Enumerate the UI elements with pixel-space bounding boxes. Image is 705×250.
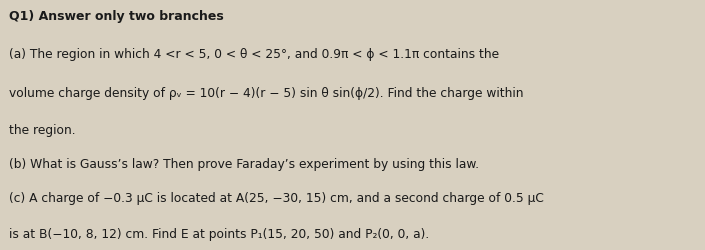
Text: the region.: the region. [9,123,76,136]
Text: (b) What is Gauss’s law? Then prove Faraday’s experiment by using this law.: (b) What is Gauss’s law? Then prove Fara… [9,157,479,170]
Text: Q1) Answer only two branches: Q1) Answer only two branches [9,10,224,22]
Text: (a) The region in which 4 <r < 5, 0 < θ < 25°, and 0.9π < ϕ < 1.1π contains the: (a) The region in which 4 <r < 5, 0 < θ … [9,48,499,61]
Text: (c) A charge of −0.3 μC is located at A(25, −30, 15) cm, and a second charge of : (c) A charge of −0.3 μC is located at A(… [9,191,544,204]
Text: volume charge density of ρᵥ = 10(r − 4)(r − 5) sin θ sin(ϕ/2). Find the charge w: volume charge density of ρᵥ = 10(r − 4)(… [9,87,524,100]
Text: is at B(−10, 8, 12) cm. Find E at points P₁(15, 20, 50) and P₂(0, 0, a).: is at B(−10, 8, 12) cm. Find E at points… [9,227,429,240]
